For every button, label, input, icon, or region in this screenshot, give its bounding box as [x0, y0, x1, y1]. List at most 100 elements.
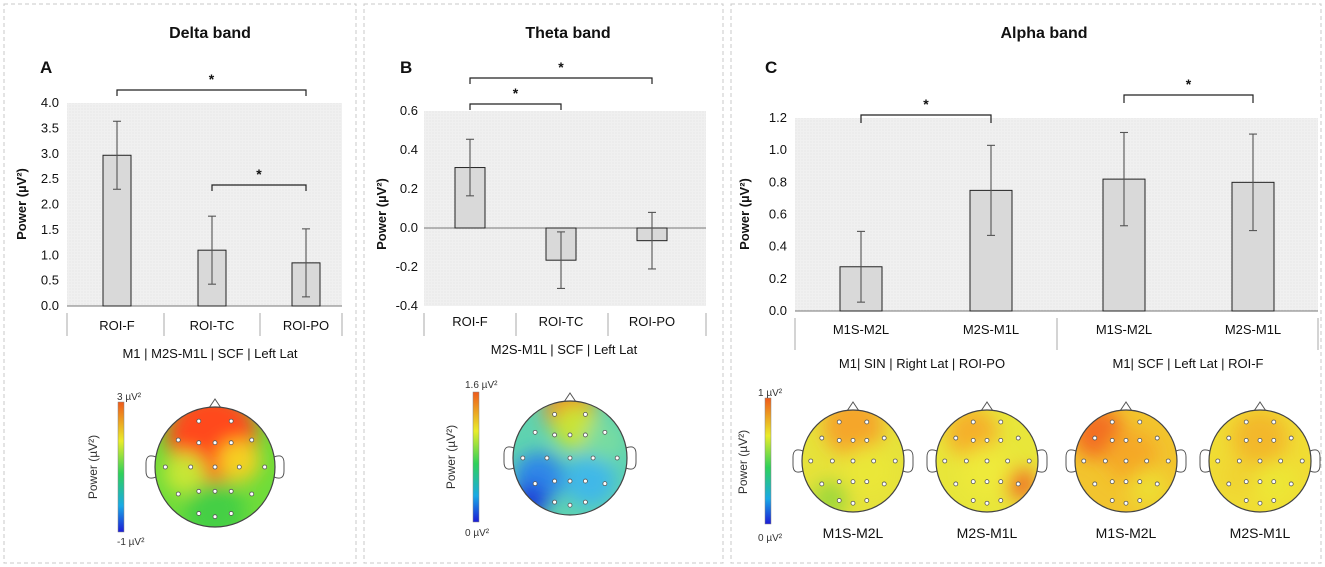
electrode-dot [602, 481, 608, 487]
panel-b-colorbar-label: Power (µV²) [444, 425, 458, 489]
category-label: M1S-M2L [833, 322, 889, 337]
electrode-dot [1278, 458, 1284, 464]
electrode-dot [970, 437, 976, 443]
panel-c-chart: 0.0 0.2 0.4 0.6 0.8 1.0 1.2 M1S-M2L M2S-M1L M1S-M… [769, 76, 1319, 350]
electrode-dot [963, 458, 969, 464]
heatmap-blobs [164, 407, 260, 527]
electrode-dot [819, 481, 825, 487]
electrode-dot [808, 458, 814, 464]
panel-c-colorbar-min: 0 µV² [758, 533, 783, 544]
electrode-dot [1092, 481, 1098, 487]
right-ear-shape [625, 446, 637, 470]
panel-b-condition: M2S-M1L | SCF | Left Lat [491, 342, 638, 357]
electrode-dot [1271, 479, 1277, 485]
electrode-dot [552, 432, 558, 438]
topo-c2-label: M2S-M1L [957, 525, 1018, 541]
electrode-dot [567, 432, 573, 438]
electrode-dot [567, 502, 573, 508]
heatmap-blob [164, 452, 206, 494]
y-tick-label: 0.0 [400, 220, 418, 235]
topomap-1 [145, 398, 285, 528]
electrode-dot [228, 511, 234, 516]
electrode-dot [1026, 458, 1032, 464]
significance-star: * [558, 59, 564, 75]
y-tick-label: 4.0 [41, 95, 59, 110]
panel-b-colorbar-max: 1.6 µV² [465, 380, 498, 391]
electrode-dot [829, 458, 835, 464]
y-tick-label: 0.2 [769, 271, 787, 286]
y-tick-label: 0.0 [41, 298, 59, 313]
significance-bracket [860, 114, 992, 123]
electrode-dot [582, 411, 588, 417]
electrode-dot [228, 418, 234, 424]
electrode-dot [970, 419, 976, 425]
electrode-dot [1226, 435, 1232, 441]
electrode-dot [850, 437, 856, 443]
right-ear-shape [273, 455, 285, 479]
y-tick-label: 0.8 [769, 174, 787, 189]
electrode-dot [532, 429, 538, 435]
electrode-dot [1123, 458, 1129, 464]
electrode-dot [1154, 481, 1160, 487]
electrode-dot [942, 458, 948, 464]
panel-b-ylabel: Power (µV²) [374, 178, 389, 250]
electrode-dot [590, 455, 596, 461]
electrode-dot [1154, 435, 1160, 441]
electrode-dot [196, 488, 202, 494]
category-label: ROI-TC [539, 314, 584, 329]
electrode-dot [196, 511, 202, 516]
panel-c-group-2-label: M1| SCF | Left Lat | ROI-F [1113, 356, 1264, 371]
electrode-dot [881, 435, 887, 441]
left-ear-shape [503, 446, 515, 470]
y-tick-label: 2.0 [41, 197, 59, 212]
electrode-dot [552, 478, 558, 484]
electrode-dot [520, 455, 526, 461]
y-tick-label: 3.0 [41, 146, 59, 161]
electrode-dot [984, 458, 990, 464]
electrode-dot [212, 440, 218, 446]
electrode-dot [1271, 437, 1277, 443]
electrode-dot [1243, 498, 1249, 503]
category-label: ROI-PO [629, 314, 675, 329]
electrode-dot [1257, 458, 1263, 464]
electrode-dot [188, 464, 194, 470]
electrode-dot [544, 455, 550, 461]
electrode-dot [212, 488, 218, 494]
electrode-dot [532, 481, 538, 487]
electrode-dot [1271, 419, 1277, 425]
electrode-dot [1236, 458, 1242, 464]
electrode-dot [850, 479, 856, 485]
panel-a-chart: 0.0 0.5 1.0 1.5 2.0 2.5 3.0 3.5 4.0 ROI-F ROI-TC RO… [41, 71, 343, 336]
y-tick-label: 1.2 [769, 110, 787, 125]
y-tick-label: 0.0 [769, 303, 787, 318]
category-label: M2S-M1L [963, 322, 1019, 337]
electrode-dot [249, 491, 255, 497]
topomap-6 [1199, 401, 1321, 513]
electrode-dot [998, 437, 1004, 443]
electrode-dot [998, 419, 1004, 425]
electrode-dot [970, 498, 976, 503]
y-tick-label: 0.5 [41, 273, 59, 288]
head-outline [1208, 409, 1312, 513]
electrode-dot [162, 464, 168, 470]
left-ear-shape [145, 455, 157, 479]
panel-b-title: Theta band [525, 25, 610, 42]
electrode-dot [1123, 500, 1129, 506]
electrode-dot [864, 437, 870, 443]
electrode-dot [1102, 458, 1108, 464]
electrode-dot [228, 488, 234, 494]
head-outline [935, 409, 1039, 513]
topomap-3 [792, 401, 914, 513]
electrode-dot [1257, 500, 1263, 506]
electrode-dot [1123, 437, 1129, 443]
category-label: M1S-M2L [1096, 322, 1152, 337]
head-outline [512, 400, 628, 516]
electrode-dot [836, 498, 842, 503]
heatmap-blob [946, 410, 998, 459]
electrode-dot [1081, 458, 1087, 464]
electrode-dot [1015, 435, 1021, 441]
left-ear-shape [792, 449, 804, 473]
y-tick-label: 1.0 [769, 142, 787, 157]
electrode-dot [984, 500, 990, 506]
significance-star: * [209, 71, 215, 87]
